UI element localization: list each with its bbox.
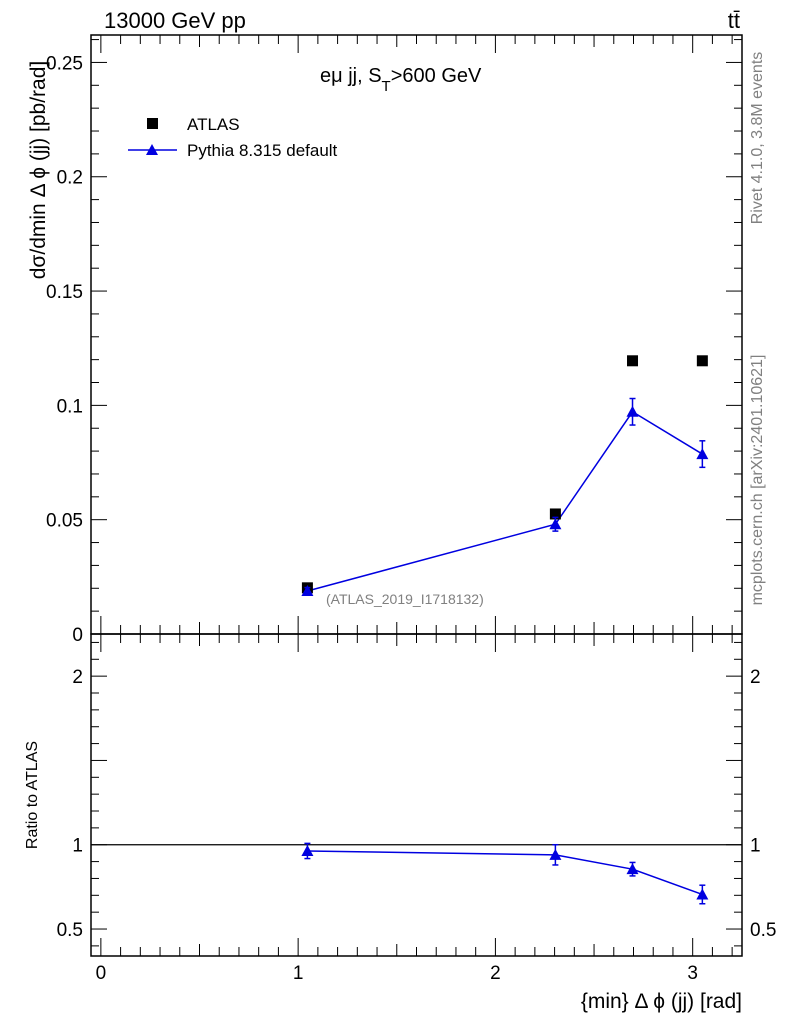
ratio-y-tick-label-left: 1	[72, 836, 83, 857]
ratio-point	[696, 888, 709, 900]
ratio-y-tick-labels: 0.5 0.5 1 1 2 2	[57, 667, 777, 941]
pythia-point	[696, 448, 709, 460]
main-y-tick-label: 0.15	[46, 282, 83, 303]
legend: ATLAS Pythia 8.315 default	[128, 115, 338, 160]
ratio-y-tick-label-left: 0.5	[57, 920, 83, 941]
chart-title-rest: >600 GeV	[391, 65, 482, 87]
x-tick-label: 1	[293, 963, 304, 984]
ratio-point	[549, 848, 562, 860]
x-tick-label: 2	[490, 963, 501, 984]
main-y-tick-label: 0.2	[57, 168, 83, 189]
rivet-label: Rivet 4.1.0, 3.8M events	[749, 52, 766, 225]
chart-title: eμ jj, ST>600 GeV	[320, 65, 482, 95]
pythia-point	[549, 518, 562, 530]
ratio-point	[626, 863, 639, 875]
energy-label: 13000 GeV pp	[104, 8, 246, 33]
pythia-point	[626, 405, 639, 417]
ratio-y-tick-label-right: 0.5	[750, 920, 776, 941]
legend-marker-atlas	[147, 118, 158, 129]
main-y-axis-label: dσ/dmin Δ ϕ (jj) [pb/rad]	[27, 61, 50, 280]
main-ticks	[91, 35, 742, 635]
ratio-y-tick-label-right: 1	[750, 836, 761, 857]
main-y-tick-labels: 0 0.05 0.1 0.15 0.2 0.25	[46, 53, 83, 646]
main-data-marks	[301, 355, 709, 597]
ratio-point	[301, 844, 314, 856]
atlas-point	[696, 355, 708, 367]
pythia-line	[307, 410, 703, 592]
ratio-data-marks	[301, 842, 709, 905]
legend-label-atlas: ATLAS	[187, 115, 240, 134]
main-panel: 0 0.05 0.1 0.15 0.2 0.25 dσ/dmin Δ ϕ (jj) [pb…	[27, 34, 743, 646]
ratio-frame	[90, 633, 743, 957]
ratio-y-tick-label-left: 2	[72, 667, 83, 688]
main-y-tick-label: 0.25	[46, 53, 83, 74]
main-y-tick-label: 0.1	[57, 396, 83, 417]
process-label: tt̄	[728, 8, 740, 33]
ratio-panel: 0.5 0.5 1 1 2 2 0 1 2 3 Ratio to ATLAS {min} Δ ϕ…	[24, 633, 777, 1013]
x-tick-labels: 0 1 2 3	[96, 963, 698, 984]
x-axis-label: {min} Δ ϕ (jj) [rad]	[581, 990, 742, 1013]
legend-marker-pythia	[146, 144, 158, 155]
ratio-y-axis-label: Ratio to ATLAS	[24, 741, 41, 849]
x-tick-label: 3	[687, 963, 698, 984]
analysis-label: (ATLAS_2019_I1718132)	[326, 591, 484, 607]
chart-title-sub: T	[382, 78, 391, 95]
main-y-tick-label: 0.05	[46, 511, 83, 532]
ratio-y-tick-label-right: 2	[750, 667, 761, 688]
main-y-tick-label: 0	[72, 625, 83, 646]
ratio-ticks	[91, 634, 742, 956]
source-label: mcplots.cern.ch [arXiv:2401.10621]	[749, 355, 766, 606]
x-tick-label: 0	[96, 963, 107, 984]
ratio-line	[307, 850, 703, 896]
atlas-point	[627, 355, 639, 367]
atlas-point	[549, 508, 561, 520]
pythia-point	[301, 585, 314, 597]
chart-title-main: eμ jj, S	[320, 65, 382, 87]
legend-label-pythia: Pythia 8.315 default	[187, 141, 338, 160]
